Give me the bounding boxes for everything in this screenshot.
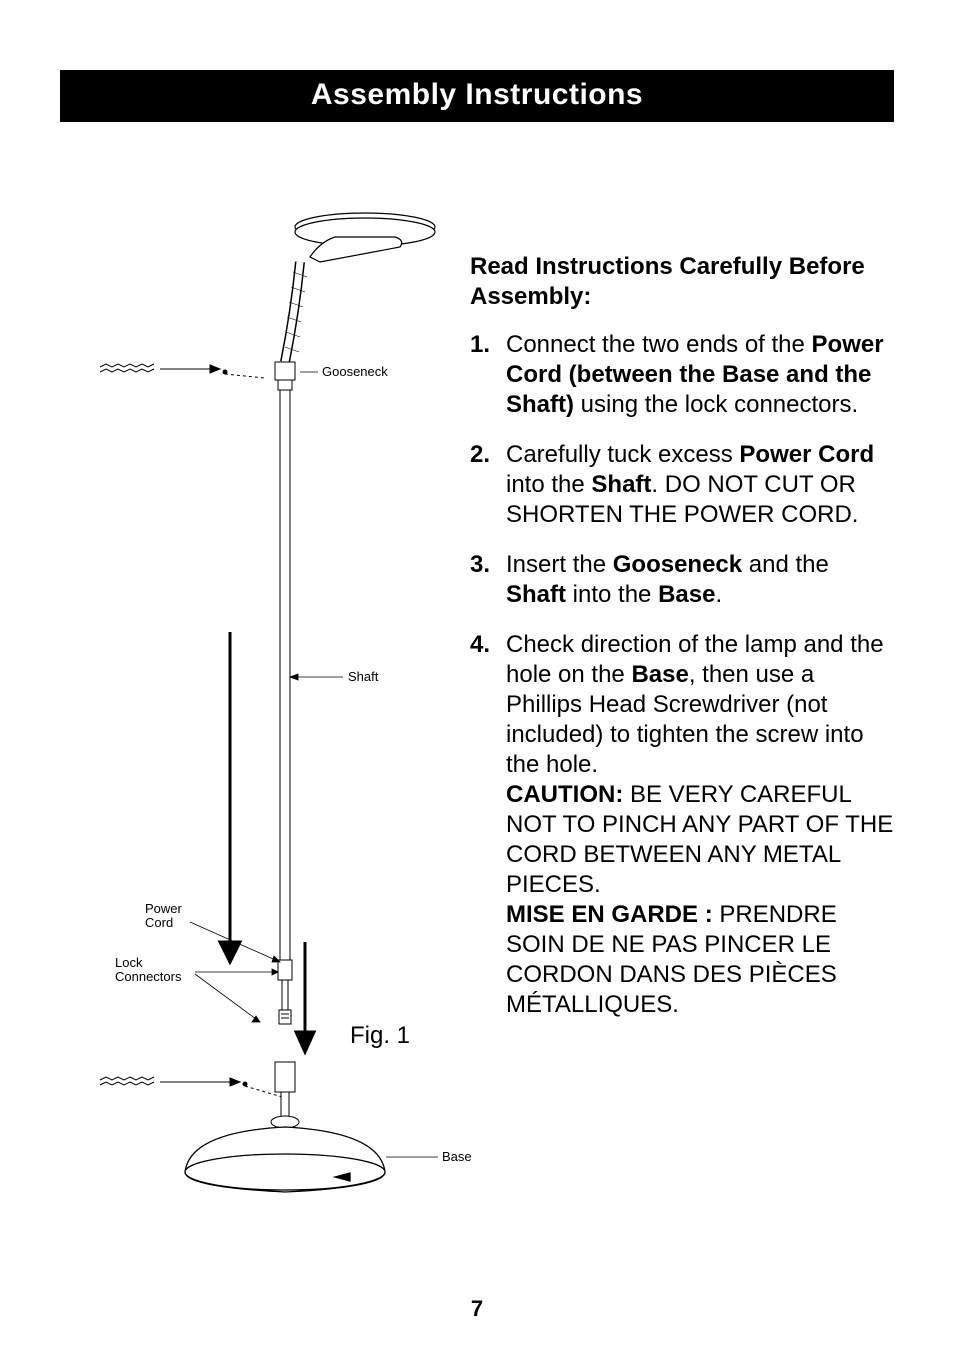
step-1-post: using the lock connectors. <box>574 391 858 418</box>
step-4-bold1: Base <box>631 661 688 688</box>
step-2-bold2: Shaft <box>591 471 651 498</box>
label-base: Base <box>442 1150 472 1164</box>
step-3-mid2: into the <box>566 581 658 608</box>
lead-heading: Read Instructions Carefully Before Assem… <box>470 252 894 312</box>
label-gooseneck: Gooseneck <box>322 365 388 379</box>
content-row: Gooseneck Shaft Power Cord Lock Connecto… <box>60 202 894 1212</box>
step-3-bold2: Shaft <box>506 581 566 608</box>
step-3-bold1: Gooseneck <box>613 551 742 578</box>
step-1: Connect the two ends of the Power Cord (… <box>470 330 894 420</box>
step-3-bold3: Base <box>658 581 715 608</box>
page: Assembly Instructions <box>0 0 954 1350</box>
title-text: Assembly Instructions <box>311 78 643 111</box>
instructions-column: Read Instructions Carefully Before Assem… <box>450 202 894 1212</box>
step-2-bold1: Power Cord <box>739 441 874 468</box>
figure-column: Gooseneck Shaft Power Cord Lock Connecto… <box>60 202 450 1212</box>
step-4-caution-label: CAUTION: <box>506 781 623 808</box>
step-3-pre: Insert the <box>506 551 613 578</box>
step-1-pre: Connect the two ends of the <box>506 331 812 358</box>
lamp-diagram <box>60 202 450 1212</box>
step-2-pre: Carefully tuck excess <box>506 441 739 468</box>
step-3: Insert the Gooseneck and the Shaft into … <box>470 550 894 610</box>
step-3-post: . <box>715 581 722 608</box>
title-bar: Assembly Instructions <box>60 70 894 122</box>
step-2-mid1: into the <box>506 471 591 498</box>
page-number: 7 <box>0 1296 954 1322</box>
step-2: Carefully tuck excess Power Cord into th… <box>470 440 894 530</box>
figure-caption: Fig. 1 <box>350 1022 410 1050</box>
steps-list: Connect the two ends of the Power Cord (… <box>470 330 894 1020</box>
label-shaft: Shaft <box>348 670 378 684</box>
label-power-cord-2: Cord <box>145 916 173 930</box>
step-3-mid1: and the <box>742 551 829 578</box>
label-lock-connectors-2: Connectors <box>115 970 181 984</box>
step-4: Check direction of the lamp and the hole… <box>470 630 894 1020</box>
step-4-mise-label: MISE EN GARDE : <box>506 901 713 928</box>
